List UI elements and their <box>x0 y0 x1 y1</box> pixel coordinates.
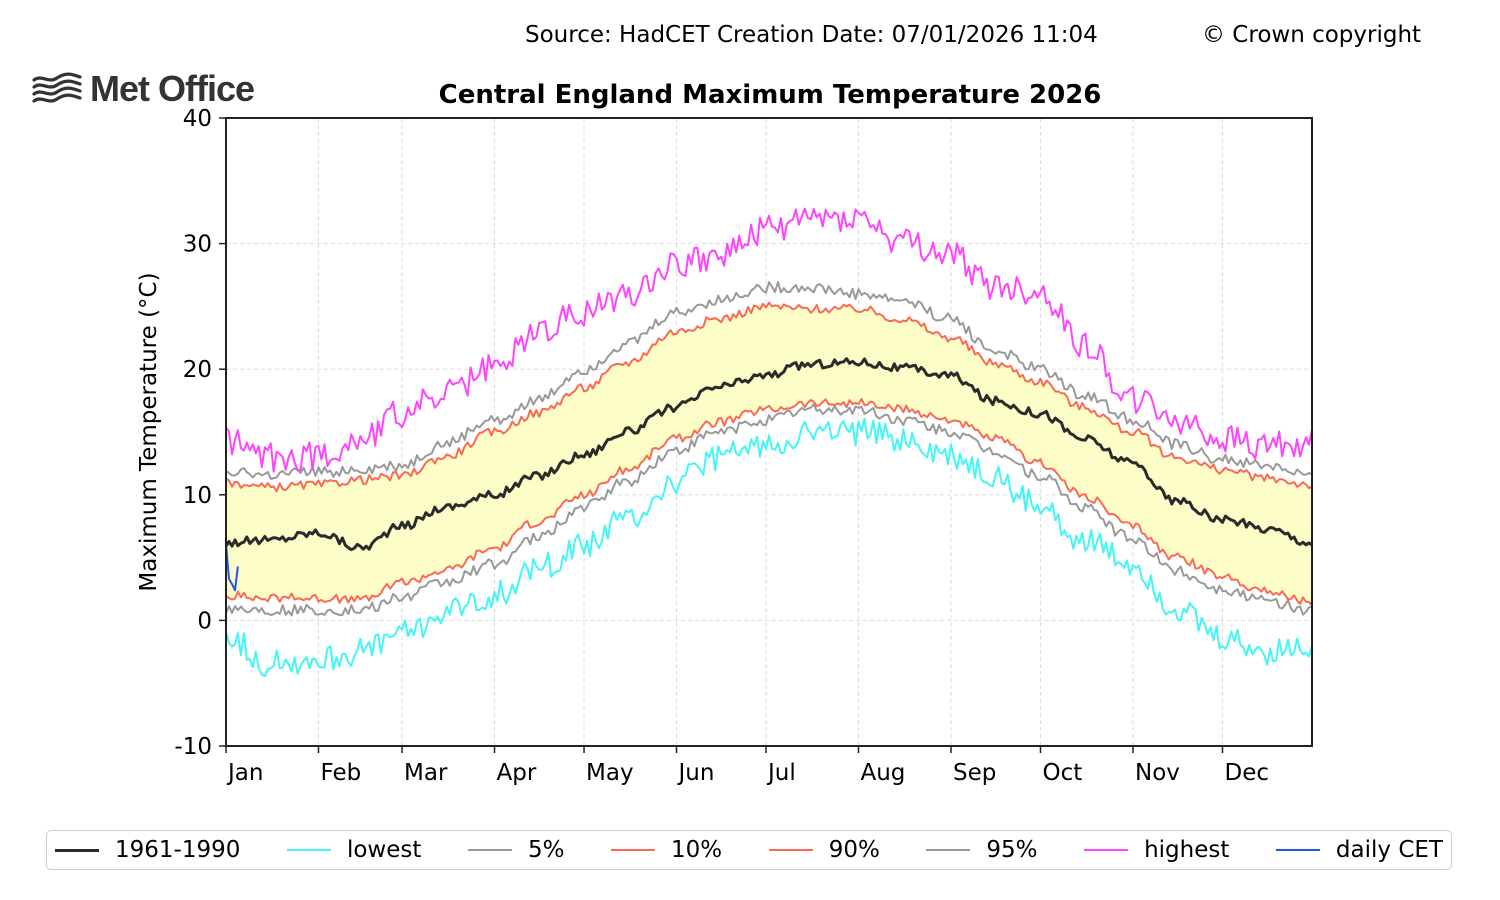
y-tick-label: -10 <box>174 734 212 760</box>
x-tick-label: Feb <box>320 760 361 786</box>
x-tick-label: Mar <box>404 760 448 786</box>
legend-swatch <box>768 849 813 851</box>
series-line-lowest <box>225 417 1313 678</box>
legend-item: lowest <box>286 837 422 863</box>
x-tick-label: Jul <box>766 760 796 786</box>
legend-label: highest <box>1144 837 1230 863</box>
legend-item: 5% <box>467 837 565 863</box>
x-tick-label: May <box>586 760 634 786</box>
legend-swatch <box>611 849 655 851</box>
x-tick-label: Jan <box>226 760 263 786</box>
source-label: Source: HadCET Creation Date: 07/01/2026… <box>525 22 1098 48</box>
x-tick-label: Apr <box>497 760 537 786</box>
series-line-highest <box>225 207 1313 473</box>
legend-swatch <box>1084 849 1129 851</box>
x-tick-label: Dec <box>1224 760 1269 786</box>
x-tick-label: Oct <box>1043 760 1083 786</box>
x-tick-label: Aug <box>861 760 906 786</box>
grid-lines <box>225 117 1312 747</box>
x-tick-label: Nov <box>1135 760 1180 786</box>
met-office-logo: Met Office <box>32 68 255 110</box>
series-line-daily-cet <box>225 543 239 592</box>
series-line-95- <box>225 281 1313 480</box>
legend-swatch <box>926 849 971 851</box>
legend-label: daily CET <box>1335 837 1443 863</box>
legend-item: 90% <box>768 837 880 863</box>
logo-text: Met Office <box>90 68 255 109</box>
legend-swatch <box>467 849 512 851</box>
legend-item: highest <box>1084 837 1229 863</box>
legend: 1961-1990 lowest 5% 10% 90% 95% highest daily C… <box>46 830 1452 870</box>
series-line-90- <box>225 301 1313 493</box>
legend-swatch <box>1275 849 1320 851</box>
legend-swatch <box>55 848 99 852</box>
y-axis-label: Maximum Temperature (°C) <box>136 272 162 591</box>
legend-label: 10% <box>671 837 723 863</box>
y-tick-label: 20 <box>183 357 212 383</box>
chart-title: Central England Maximum Temperature 2026 <box>438 80 1102 110</box>
y-tick-label: 0 <box>197 608 212 634</box>
y-tick-label: 30 <box>183 232 212 258</box>
legend-swatch <box>286 849 331 851</box>
waves-icon <box>32 72 82 103</box>
series-line-1961-1990 <box>224 357 1313 552</box>
legend-label: lowest <box>346 837 422 863</box>
legend-label: 90% <box>828 837 880 863</box>
x-tick-label: Jun <box>677 760 715 786</box>
legend-item: daily CET <box>1275 837 1443 863</box>
percentile-band <box>226 302 1312 606</box>
legend-item: 10% <box>611 837 722 863</box>
plot-frame <box>225 117 1313 747</box>
legend-label: 1961-1990 <box>115 837 241 863</box>
legend-item: 95% <box>926 837 1038 863</box>
legend-label: 5% <box>527 837 565 863</box>
y-tick-label: 40 <box>183 106 212 132</box>
y-axis-ticks: -10 0 10 20 30 40 <box>174 106 226 760</box>
series-line-10- <box>225 398 1313 607</box>
copyright-label: © Crown copyright <box>1202 22 1422 48</box>
x-axis-ticks: Jan Feb Mar Apr May Jun Jul Aug Sep Oct Nov Dec <box>225 746 1269 786</box>
y-tick-label: 10 <box>183 483 212 509</box>
chart-canvas: -10 0 10 20 30 40 Jan Feb Mar Apr May Jun Jul Aug Sep… <box>136 106 1313 786</box>
series-lines <box>224 207 1313 678</box>
x-tick-label: Sep <box>953 760 996 786</box>
legend-label: 95% <box>986 837 1038 863</box>
legend-item: 1961-1990 <box>55 837 240 863</box>
series-line-5- <box>225 403 1313 617</box>
